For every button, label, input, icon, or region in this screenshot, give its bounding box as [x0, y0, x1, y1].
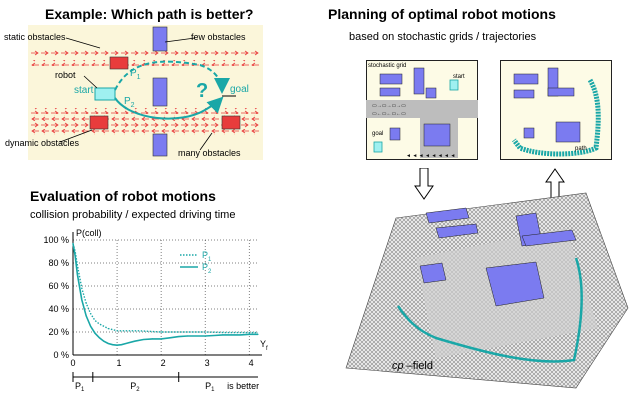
grid-start-label: start [453, 74, 465, 80]
x-axis-label-sub: f [266, 346, 268, 352]
pointer-few [164, 37, 196, 43]
label-robot: robot [55, 70, 76, 80]
data-point [257, 333, 259, 335]
y-axis-label: P(coll) [76, 228, 102, 238]
y-tick-label: 80 % [48, 258, 69, 268]
pointer-robot [83, 75, 98, 89]
data-point [85, 315, 87, 317]
legend-label-sub-1: 1 [208, 257, 212, 263]
surface-obstacle-1 [425, 207, 470, 224]
robot-icon [94, 87, 116, 101]
svg-text:▭←▭←▭←▭: ▭←▭←▭←▭ [372, 111, 406, 117]
label-p1: P1 [130, 68, 141, 81]
data-point [120, 344, 123, 346]
path-p1 [114, 60, 230, 94]
bar-is-better: is better [227, 381, 259, 391]
pointer-dynamic [59, 129, 93, 143]
series-line-1 [72, 243, 258, 334]
cp-field-label: cp –field [392, 360, 433, 372]
data-point [248, 331, 250, 334]
collision-chart: 100 %80 %60 %40 %20 %0 %0 1 2 3 4P(coll)Y fP 1… [43, 228, 268, 393]
pointer-static [65, 37, 101, 49]
lane-bottom-2 [30, 115, 260, 121]
data-point [107, 327, 109, 330]
lane-bottom-3 [30, 122, 260, 128]
down-arrow-icon [414, 168, 434, 200]
x-tick-label: 3 [205, 358, 210, 368]
x-tick-label: 4 [249, 358, 254, 368]
label-p2: P2 [124, 96, 135, 109]
y-tick-label: 20 % [48, 327, 69, 337]
y-tick-label: 60 % [48, 281, 69, 291]
legend-label-sub-2: 2 [208, 269, 212, 275]
bar-p1-right: P [205, 381, 211, 391]
static-obstacle-1 [152, 26, 168, 52]
planning-title: Planning of optimal robot motions [328, 6, 556, 22]
cp-field-surface [345, 192, 629, 389]
label-few-obstacles: few obstacles [191, 32, 246, 42]
surface-path [396, 257, 583, 363]
static-obstacle-3 [152, 133, 168, 157]
path-label: path [575, 146, 587, 152]
pointer-many [199, 132, 213, 151]
data-point [72, 242, 74, 245]
y-tick-label: 0 % [53, 350, 69, 360]
x-axis-label: Y [260, 339, 266, 349]
dynamic-obstacle-2 [89, 115, 109, 130]
label-static-obstacles: static obstacles [4, 32, 66, 42]
svg-text:◄ ◄ ◄ ◄ ◄ ◄ ◄ ◄: ◄ ◄ ◄ ◄ ◄ ◄ ◄ ◄ [406, 153, 455, 159]
lane-bottom-4 [30, 129, 260, 135]
example-title: Example: Which path is better? [45, 6, 254, 22]
evaluation-title: Evaluation of robot motions [30, 188, 216, 204]
label-goal: goal [230, 84, 249, 95]
svg-text:▭→▭→▭→▭: ▭→▭→▭→▭ [372, 103, 406, 109]
dynamic-obstacle-1 [109, 56, 129, 70]
bar-p2: P [130, 381, 136, 391]
bar-p1-left: P [75, 381, 81, 391]
bar-p1-left-sub: 1 [81, 387, 85, 393]
y-tick-label: 40 % [48, 304, 69, 314]
surface-obstacle-5 [419, 262, 447, 284]
path-panel [500, 60, 612, 160]
data-point [186, 335, 189, 337]
x-tick-label: 0 [70, 358, 75, 368]
label-start: start [74, 85, 94, 96]
path-p2 [114, 96, 224, 120]
grid-label: stochastic grid [368, 63, 407, 69]
lane-top-1 [30, 50, 260, 56]
data-point [222, 334, 224, 336]
grid-goal-label: goal [372, 131, 384, 137]
evaluation-subtitle: collision probability / expected driving… [30, 209, 236, 221]
stochastic-grid-panel: ▭→▭→▭→▭ ▭←▭←▭←▭ ◄ ◄ ◄ ◄ ◄ ◄ ◄ ◄ [366, 60, 478, 160]
label-dynamic-obstacles: dynamic obstacles [5, 138, 80, 148]
data-point [103, 340, 105, 342]
data-point [151, 338, 153, 340]
label-many-obstacles: many obstacles [178, 148, 241, 158]
series-line-2 [72, 243, 258, 347]
example-diagram [28, 25, 263, 160]
bar-p2-sub: 2 [136, 387, 140, 393]
x-tick-label: 1 [117, 358, 122, 368]
legend-label-2: P [202, 262, 208, 272]
data-point [85, 302, 87, 304]
x-tick-label: 2 [161, 358, 166, 368]
y-tick-label: 100 % [43, 235, 69, 245]
lane-bottom-1 [30, 108, 260, 114]
data-point [160, 331, 162, 333]
static-obstacle-2 [152, 77, 168, 107]
dynamic-obstacle-3 [221, 115, 241, 130]
planning-subtitle: based on stochastic grids / trajectories [349, 31, 537, 43]
bar-p1-right-sub: 1 [211, 387, 215, 393]
lane-top-2 [30, 60, 260, 66]
legend-label-1: P [202, 250, 208, 260]
question-mark: ? [196, 80, 209, 102]
surface-obstacle-4 [521, 229, 577, 247]
surface-obstacle-2 [435, 223, 479, 239]
surface-obstacle-6 [485, 261, 545, 307]
